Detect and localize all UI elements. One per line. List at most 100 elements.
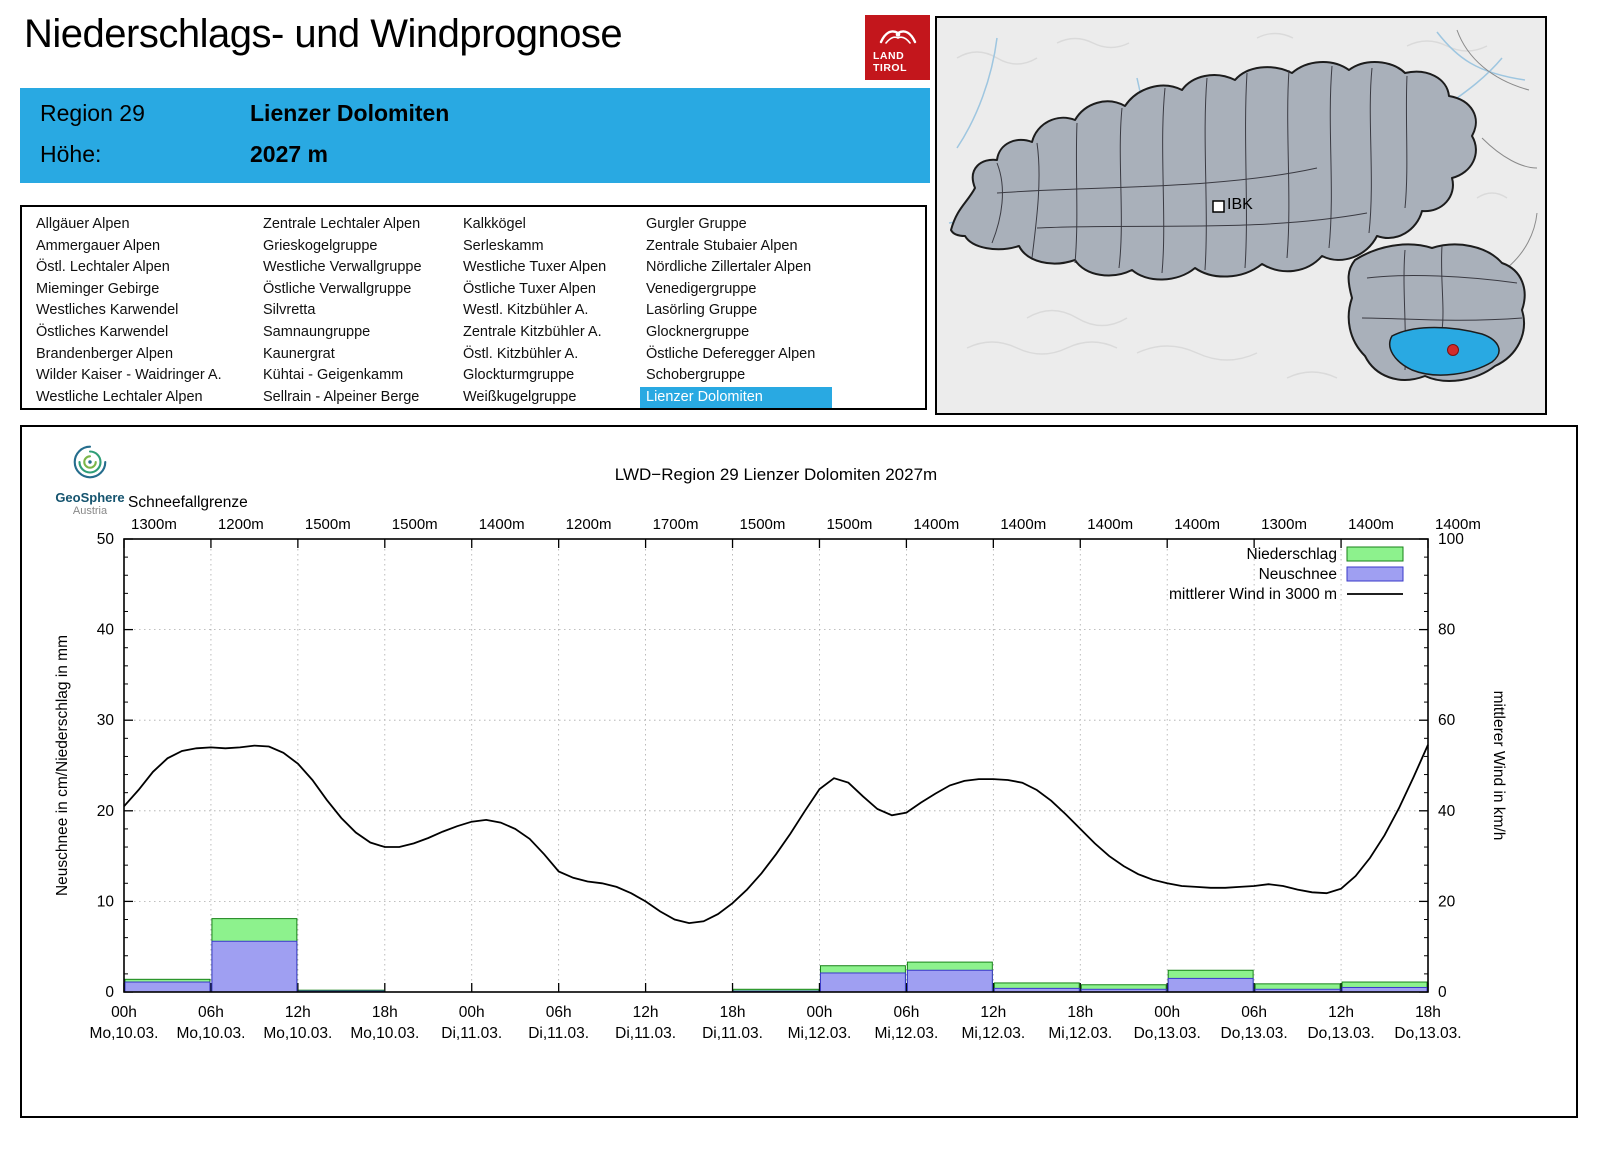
region-list-item[interactable]: Nördliche Zillertaler Alpen	[646, 259, 812, 276]
region-list-item[interactable]: Westl. Kitzbühler A.	[463, 302, 589, 319]
snowline-value: 1400m	[1174, 516, 1220, 533]
tirol-map[interactable]: IBK	[935, 16, 1547, 415]
region-list-item[interactable]: Zentrale Lechtaler Alpen	[263, 216, 421, 232]
region-list-item[interactable]: Westliches Karwendel	[36, 302, 179, 319]
logo-line1: LAND	[873, 49, 905, 62]
region-list-column: Allgäuer Alpen Ammergauer Alpen Östl. Lech…	[36, 214, 222, 408]
altitude-label: Höhe:	[40, 141, 102, 167]
region-list-item[interactable]: Silvretta	[263, 302, 316, 319]
y2-tick-label: 0	[1438, 984, 1447, 1001]
snowline-value: 1200m	[566, 516, 612, 533]
region-list-item[interactable]: Östl. Kitzbühler A.	[463, 345, 579, 362]
x-tick-day: Mo,10.03.	[263, 1025, 332, 1042]
ibk-marker	[1212, 200, 1225, 213]
north-tirol-shape	[950, 61, 1477, 281]
region-list-item[interactable]: Serleskamm	[463, 237, 544, 254]
x-tick-hour: 00h	[1154, 1004, 1180, 1021]
region-list-item[interactable]: Gurgler Gruppe	[646, 216, 747, 232]
location-dot	[1447, 344, 1459, 356]
x-tick-day: Di,11.03.	[615, 1025, 676, 1042]
x-tick-day: Do,13.03.	[1221, 1025, 1288, 1042]
x-tick-day: Mi,12.03.	[961, 1025, 1025, 1042]
region-list-item[interactable]: Lasörling Gruppe	[646, 302, 758, 319]
forecast-chart-panel: LWD−Region 29 Lienzer Dolomiten 2027m Sch…	[20, 425, 1578, 1118]
x-tick-day: Di,11.03.	[441, 1025, 502, 1042]
x-tick-hour: 18h	[1067, 1004, 1093, 1021]
region-list-column: Gurgler Gruppe Zentrale Stubaier Alpen Nör…	[640, 214, 832, 409]
region-list-item[interactable]: Brandenberger Alpen	[36, 345, 174, 362]
land-tirol-logo: LAND TIROL	[865, 15, 930, 80]
x-tick-hour: 00h	[807, 1004, 833, 1021]
region-number-label: Region 29	[40, 100, 145, 126]
snowline-value: 1500m	[392, 516, 438, 533]
region-borders-north	[991, 65, 1408, 274]
region-list-item-selected[interactable]: Lienzer Dolomiten	[640, 386, 832, 409]
region-list-item[interactable]: Kaunergrat	[263, 345, 335, 362]
region-list-item[interactable]: Westliche Tuxer Alpen	[463, 259, 607, 276]
region-list-item[interactable]: Venedigergruppe	[646, 280, 757, 297]
snowline-label: Schneefallgrenze	[128, 494, 248, 511]
page-title: Niederschlags- und Windprognose	[24, 12, 623, 56]
snowline-value: 1400m	[913, 516, 959, 533]
right-axis-label: mittlerer Wind in km/h	[1490, 691, 1507, 841]
snowline-value: 1200m	[218, 516, 264, 533]
x-tick-day: Mi,12.03.	[875, 1025, 939, 1042]
region-list-item[interactable]: Kalkkögel	[463, 216, 526, 232]
x-tick-day: Do,13.03.	[1307, 1025, 1374, 1042]
y2-tick-label: 60	[1438, 712, 1456, 729]
y-tick-label: 0	[105, 984, 114, 1001]
region-list-item[interactable]: Samnaungruppe	[263, 323, 371, 340]
forecast-chart: LWD−Region 29 Lienzer Dolomiten 2027m Sch…	[54, 465, 1507, 1042]
x-tick-day: Mo,10.03.	[176, 1025, 245, 1042]
region-list-item[interactable]: Wilder Kaiser - Waidringer A.	[36, 367, 222, 384]
x-tick-day: Mi,12.03.	[1048, 1025, 1112, 1042]
snowline-value: 1500m	[305, 516, 351, 533]
x-tick-day: Di,11.03.	[702, 1025, 763, 1042]
region-list-item[interactable]: Weißkugelgruppe	[463, 388, 577, 405]
region-list-item[interactable]: Glockturmgruppe	[463, 367, 575, 384]
y2-tick-label: 40	[1438, 803, 1456, 820]
geosphere-logo: GeoSphere Austria	[38, 441, 142, 517]
region-list-item[interactable]: Kühtai - Geigenkamm	[263, 367, 404, 384]
y2-tick-label: 80	[1438, 622, 1456, 639]
y-tick-label: 10	[97, 893, 115, 910]
logo-text: LAND TIROL	[873, 50, 907, 74]
region-list: Allgäuer Alpen Ammergauer Alpen Östl. Lech…	[20, 205, 927, 410]
region-list-item[interactable]: Westliche Verwallgruppe	[263, 259, 422, 276]
snow-bar	[124, 981, 211, 993]
region-list-item[interactable]: Sellrain - Alpeiner Berge	[263, 388, 420, 405]
region-list-item[interactable]: Westliche Lechtaler Alpen	[36, 388, 203, 405]
selected-region-shape[interactable]	[1389, 326, 1500, 376]
region-list-item[interactable]: Östliche Deferegger Alpen	[646, 345, 816, 362]
x-tick-hour: 06h	[546, 1004, 572, 1021]
x-tick-day: Di,11.03.	[528, 1025, 589, 1042]
region-list-item[interactable]: Östliche Verwallgruppe	[263, 280, 412, 297]
y2-tick-label: 20	[1438, 893, 1456, 910]
region-list-item[interactable]: Mieminger Gebirge	[36, 280, 160, 297]
snow-bar	[819, 972, 906, 993]
region-list-item[interactable]: Zentrale Kitzbühler A.	[463, 323, 602, 340]
x-tick-day: Do,13.03.	[1394, 1025, 1461, 1042]
region-list-item[interactable]: Allgäuer Alpen	[36, 216, 130, 232]
region-list-item[interactable]: Grieskogelgruppe	[263, 237, 378, 254]
x-tick-hour: 06h	[893, 1004, 919, 1021]
region-list-item[interactable]: Zentrale Stubaier Alpen	[646, 237, 798, 254]
region-list-item[interactable]: Ammergauer Alpen	[36, 237, 161, 254]
region-list-item[interactable]: Östliches Karwendel	[36, 323, 169, 340]
x-tick-hour: 12h	[633, 1004, 659, 1021]
region-list-item[interactable]: Östl. Lechtaler Alpen	[36, 259, 170, 276]
x-tick-hour: 18h	[372, 1004, 398, 1021]
snowline-value: 1300m	[1261, 516, 1307, 533]
geosphere-sub: Austria	[72, 505, 108, 517]
y-tick-label: 30	[97, 712, 115, 729]
region-list-item[interactable]: Schobergruppe	[646, 367, 746, 384]
region-list-item[interactable]: Glocknergruppe	[646, 323, 750, 340]
snowline-value: 1700m	[653, 516, 699, 533]
region-list-item[interactable]: Östliche Tuxer Alpen	[463, 280, 596, 297]
y-tick-label: 20	[97, 803, 115, 820]
y-tick-label: 50	[97, 531, 115, 548]
legend-label: Niederschlag	[1247, 546, 1337, 563]
x-tick-day: Do,13.03.	[1134, 1025, 1201, 1042]
x-tick-hour: 18h	[720, 1004, 746, 1021]
